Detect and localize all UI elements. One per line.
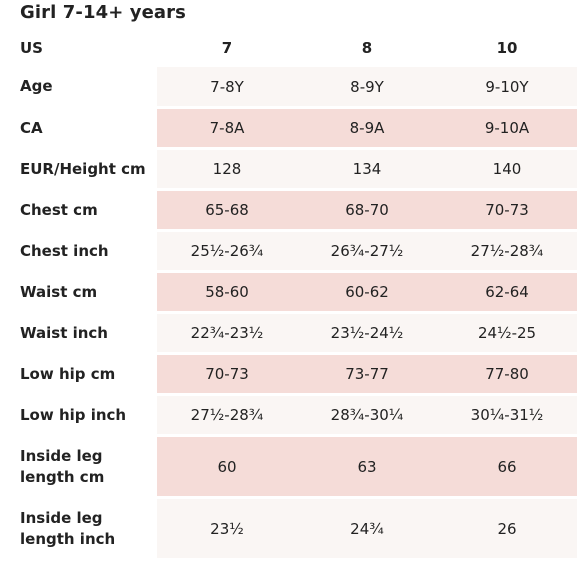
table-cell: 28¾-30¼ (330, 406, 404, 424)
table-cell: 27½-28¾ (470, 242, 544, 260)
table-cell: 63 (357, 457, 377, 476)
table-cell: 65-68 (205, 201, 249, 219)
table-cell: 70-73 (485, 201, 529, 219)
row-label: Inside leg length inch (20, 508, 116, 548)
table-cell: 7-8Y (210, 77, 244, 96)
table-header-row: US 7 8 10 (0, 33, 580, 63)
table-cell: 73-77 (345, 365, 389, 383)
table-cell: 22¾-23½ (190, 324, 264, 342)
page-title: Girl 7-14+ years (20, 2, 186, 23)
table-row: EUR/Height cm 128 134 140 (0, 150, 580, 188)
table-row: Chest inch 25½-26¾ 26¾-27½ 27½-28¾ (0, 232, 580, 270)
table-cell: 9-10A (484, 119, 530, 137)
row-label: Chest inch (20, 241, 109, 260)
table-cell: 68-70 (345, 201, 389, 219)
column-header: 10 (496, 39, 518, 57)
table-cell: 58-60 (205, 283, 249, 301)
size-table: US 7 8 10 Age 7-8Y 8-9Y 9-10Y CA 7-8A 8-… (0, 33, 580, 558)
table-row: Inside leg length cm 60 63 66 (0, 437, 580, 496)
table-cell: 9-10Y (485, 77, 529, 96)
table-cell: 62-64 (485, 283, 529, 301)
row-label: Chest cm (20, 200, 98, 219)
table-cell: 25½-26¾ (190, 242, 264, 260)
table-cell: 23½ (210, 519, 244, 538)
table-row: Chest cm 65-68 68-70 70-73 (0, 191, 580, 229)
row-label: Low hip cm (20, 364, 116, 383)
row-label: EUR/Height cm (20, 159, 146, 178)
table-row: Age 7-8Y 8-9Y 9-10Y (0, 67, 580, 106)
table-cell: 24¾ (350, 519, 384, 538)
table-cell: 8-9A (349, 119, 385, 137)
table-cell: 7-8A (209, 119, 245, 137)
table-cell: 24½-25 (477, 324, 537, 342)
row-label: CA (20, 118, 43, 137)
table-cell: 60 (217, 457, 237, 476)
table-row: CA 7-8A 8-9A 9-10A (0, 109, 580, 147)
table-cell: 27½-28¾ (190, 406, 264, 424)
row-label: Waist cm (20, 282, 98, 301)
table-cell: 77-80 (485, 365, 529, 383)
row-label: Waist inch (20, 323, 108, 342)
column-header: 8 (361, 39, 373, 57)
table-cell: 134 (352, 160, 382, 178)
table-cell: 70-73 (205, 365, 249, 383)
table-row: Waist cm 58-60 60-62 62-64 (0, 273, 580, 311)
table-row: Low hip cm 70-73 73-77 77-80 (0, 355, 580, 393)
column-header: 7 (221, 39, 233, 57)
table-cell: 8-9Y (350, 77, 384, 96)
table-cell: 66 (497, 457, 517, 476)
table-cell: 128 (212, 160, 242, 178)
table-cell: 26 (497, 519, 517, 538)
row-label: Age (20, 77, 53, 95)
row-label: Inside leg length cm (20, 446, 105, 486)
table-row: Inside leg length inch 23½ 24¾ 26 (0, 499, 580, 558)
table-cell: 26¾-27½ (330, 242, 404, 260)
table-cell: 60-62 (345, 283, 389, 301)
table-row: Low hip inch 27½-28¾ 28¾-30¼ 30¼-31½ (0, 396, 580, 434)
table-cell: 23½-24½ (330, 324, 404, 342)
table-row: Waist inch 22¾-23½ 23½-24½ 24½-25 (0, 314, 580, 352)
header-label: US (20, 38, 43, 57)
row-label: Low hip inch (20, 405, 127, 424)
table-cell: 30¼-31½ (470, 406, 544, 424)
table-cell: 140 (492, 160, 522, 178)
